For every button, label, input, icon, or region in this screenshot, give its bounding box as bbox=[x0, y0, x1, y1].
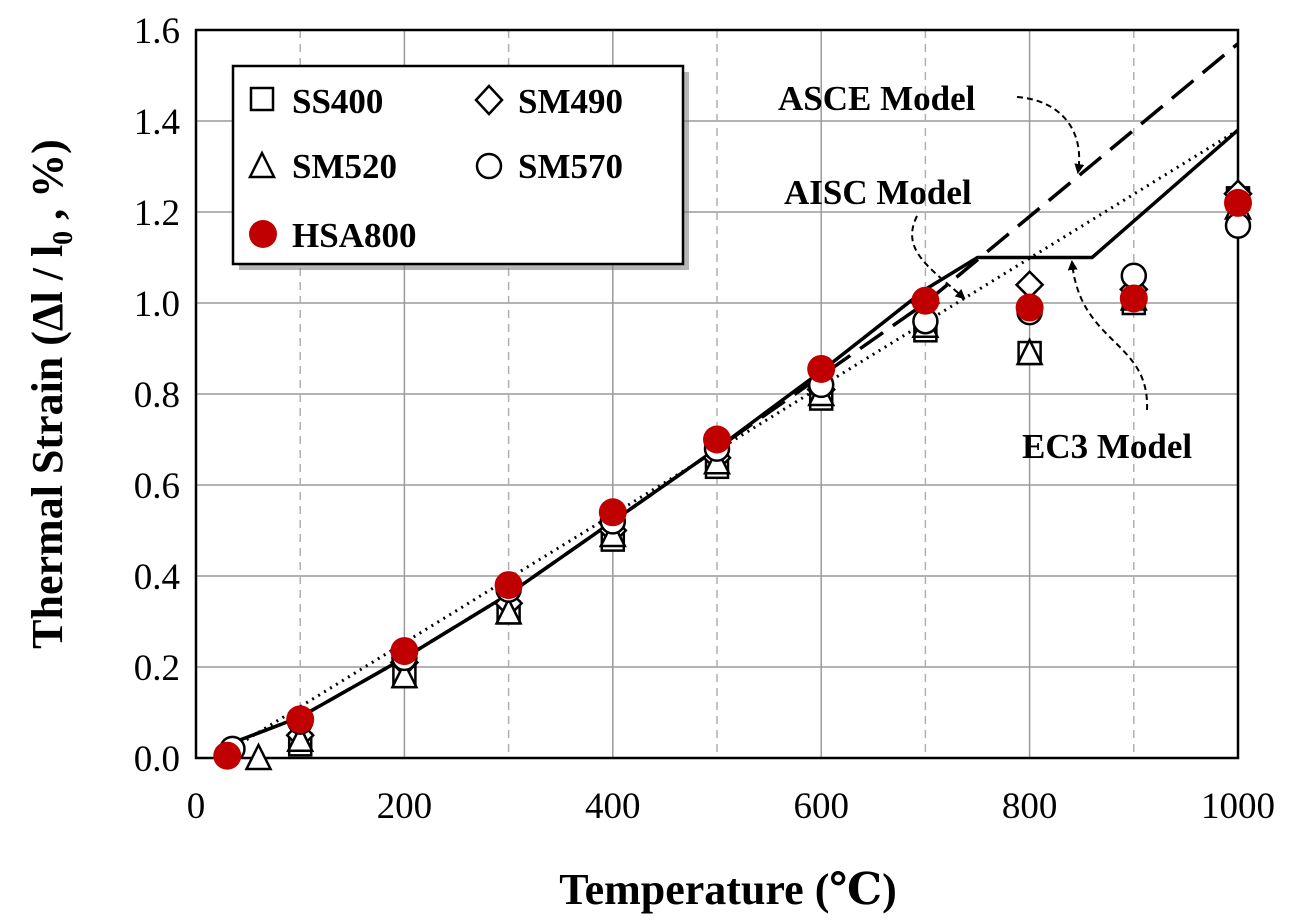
legend-label-sm570: SM570 bbox=[518, 147, 623, 186]
y-tick-label: 1.0 bbox=[134, 284, 180, 325]
y-axis-title: Thermal Strain (Δl / l0 , %) bbox=[23, 139, 79, 649]
x-tick-label: 400 bbox=[585, 786, 641, 827]
legend-triangle-icon bbox=[247, 150, 277, 179]
annotation-ec3-label: EC3 Model bbox=[1022, 427, 1192, 466]
y-tick-label: 0.0 bbox=[134, 739, 180, 780]
annotation-asce-arrow bbox=[1016, 96, 1085, 174]
legend-box bbox=[231, 64, 685, 266]
data-point-hsa800 bbox=[1224, 188, 1252, 217]
data-point-hsa800 bbox=[286, 705, 315, 734]
data-point-hsa800 bbox=[703, 425, 731, 454]
legend-circle-filled-icon bbox=[249, 220, 277, 248]
annotation-ec3-arrow bbox=[1067, 260, 1149, 411]
y-axis-title-subscript: 0 bbox=[48, 231, 79, 245]
legend-circle-open-icon bbox=[475, 152, 503, 180]
annotation-aisc-label: AISC Model bbox=[784, 173, 972, 212]
data-point-hsa800 bbox=[807, 354, 836, 383]
plot-frame bbox=[194, 28, 1240, 760]
annotation-aisc-arrow bbox=[911, 215, 966, 300]
annotation-asce-label: ASCE Model bbox=[778, 79, 976, 118]
x-tick-label: 200 bbox=[377, 786, 433, 827]
data-point-sm520 bbox=[286, 724, 315, 753]
data-point-sm520 bbox=[1015, 337, 1044, 366]
legend-label-ss400: SS400 bbox=[292, 82, 383, 121]
legend-label-hsa800: HSA800 bbox=[292, 216, 416, 255]
y-tick-label: 1.4 bbox=[134, 102, 180, 143]
data-point-sm520 bbox=[390, 660, 419, 689]
data-point-sm520 bbox=[244, 742, 273, 771]
x-tick-label: 800 bbox=[1002, 786, 1058, 827]
legend: SS400 SM490 SM520 SM570 HSA800 bbox=[231, 64, 689, 270]
legend-label-sm490: SM490 bbox=[518, 82, 623, 121]
x-tick-label: 1000 bbox=[1201, 786, 1275, 827]
legend-square-icon bbox=[249, 86, 275, 112]
data-point-hsa800 bbox=[390, 637, 419, 666]
data-point-hsa800 bbox=[1015, 293, 1044, 322]
data-point-sm520 bbox=[494, 596, 523, 625]
data-point-hsa800 bbox=[1119, 284, 1148, 313]
y-tick-label: 0.2 bbox=[134, 648, 180, 689]
data-points bbox=[213, 179, 1253, 771]
y-tick-label: 0.8 bbox=[134, 375, 180, 416]
y-tick-label: 0.6 bbox=[134, 466, 180, 507]
y-tick-label: 0.4 bbox=[134, 557, 180, 598]
data-point-hsa800 bbox=[494, 571, 523, 600]
axis-ticks: 0 200 400 600 800 1000 0.0 0.2 0.4 0.6 0.8 1.0 1.2 1.… bbox=[134, 11, 1275, 827]
legend-diamond-icon bbox=[474, 84, 504, 116]
y-tick-label: 1.6 bbox=[134, 11, 180, 52]
y-tick-label: 1.2 bbox=[134, 193, 180, 234]
data-point-sm570 bbox=[1224, 212, 1252, 239]
x-tick-label: 600 bbox=[793, 786, 849, 827]
x-axis-title: Temperature (℃) bbox=[559, 865, 896, 914]
data-point-sm570 bbox=[1120, 262, 1148, 289]
y-axis-title-tail: , %) bbox=[23, 139, 72, 231]
data-point-hsa800 bbox=[911, 286, 940, 315]
legend-label-sm520: SM520 bbox=[292, 147, 397, 186]
x-tick-label: 0 bbox=[187, 786, 206, 827]
data-point-hsa800 bbox=[213, 741, 242, 770]
annotations: ASCE Model AISC Model EC3 Model bbox=[778, 79, 1192, 466]
y-axis-title-main: Thermal Strain (Δl / l bbox=[23, 245, 72, 649]
data-point-hsa800 bbox=[598, 498, 627, 527]
